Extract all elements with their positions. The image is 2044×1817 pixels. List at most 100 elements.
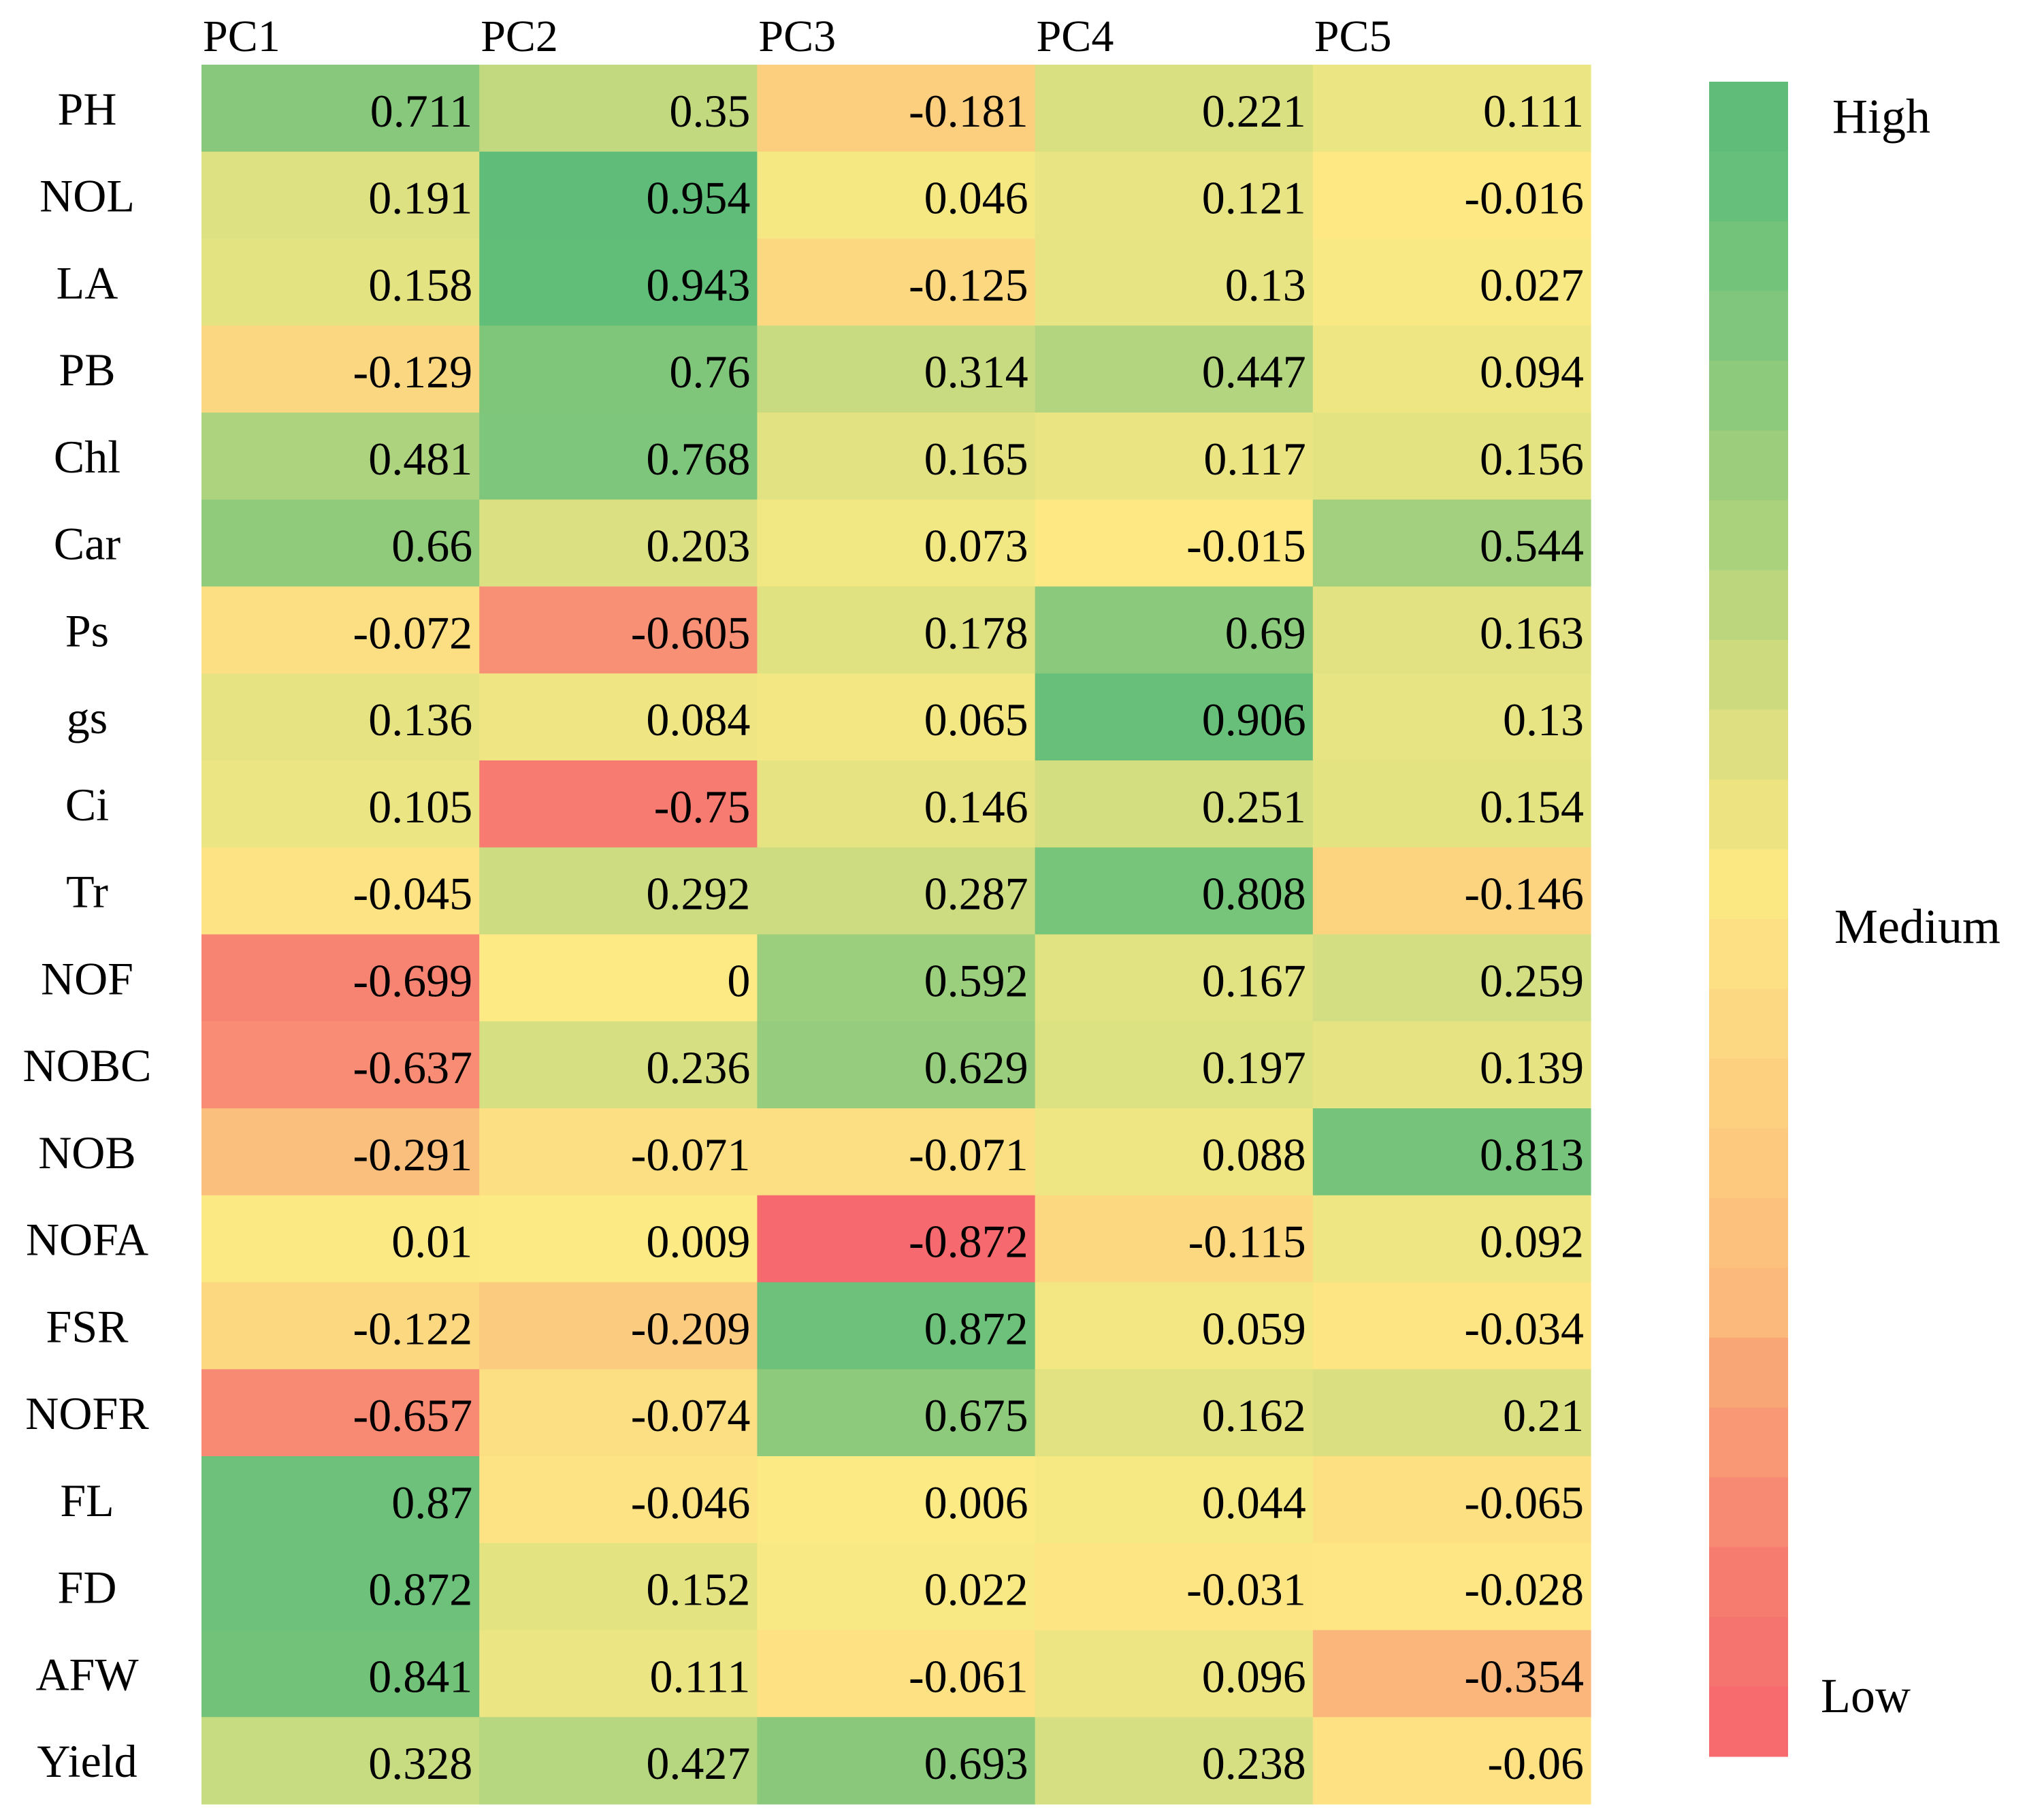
- row-label-chl: Chl: [54, 431, 120, 483]
- cell-chl-pc4: [1035, 413, 1314, 500]
- cell-afw-pc3: [757, 1630, 1036, 1718]
- value-label-nob-pc2: -0.071: [631, 1129, 751, 1180]
- cell-nol-pc1: [201, 151, 480, 240]
- cell-yield-pc4: [1035, 1717, 1314, 1805]
- cell-fd-pc5: [1312, 1543, 1591, 1631]
- cell-ci-pc3: [757, 760, 1036, 848]
- cell-nofr-pc5: [1312, 1369, 1591, 1457]
- column-labels: PC1 PC2 PC3 PC4 PC5: [203, 12, 1392, 61]
- value-label-car-pc2: 0.203: [646, 520, 750, 572]
- value-label-tr-pc1: -0.045: [353, 868, 473, 920]
- value-label-nol-pc4: 0.121: [1202, 172, 1306, 224]
- cell-chl-pc2: [479, 413, 758, 500]
- value-label-pb-pc2: 0.76: [669, 346, 750, 398]
- cell-car-pc1: [201, 499, 480, 588]
- value-label-nofa-pc3: -0.872: [909, 1216, 1028, 1268]
- cell-nobc-pc3: [757, 1021, 1036, 1109]
- value-label-fsr-pc2: -0.209: [631, 1302, 751, 1354]
- value-label-afw-pc5: -0.354: [1464, 1650, 1584, 1702]
- cell-tr-pc2: [479, 847, 758, 935]
- value-label-tr-pc3: 0.287: [924, 868, 1028, 920]
- value-label-fd-pc1: 0.872: [368, 1564, 472, 1615]
- value-label-nofr-pc3: 0.675: [924, 1389, 1028, 1441]
- value-label-ci-pc4: 0.251: [1202, 781, 1306, 833]
- value-label-nol-pc1: 0.191: [368, 172, 472, 224]
- cell-fd-pc4: [1035, 1543, 1314, 1631]
- row-label-ps: Ps: [65, 605, 109, 656]
- cell-car-pc4: [1035, 499, 1314, 588]
- column-label-pc2: PC2: [481, 12, 558, 61]
- cell-car-pc3: [757, 499, 1036, 588]
- value-label-nofr-pc4: 0.162: [1202, 1389, 1306, 1441]
- value-label-pb-pc1: -0.129: [353, 346, 473, 398]
- cell-la-pc3: [757, 238, 1036, 326]
- value-label-chl-pc1: 0.481: [368, 433, 472, 485]
- value-label-car-pc5: 0.544: [1480, 520, 1584, 572]
- cell-pb-pc5: [1312, 325, 1591, 413]
- value-label-fl-pc5: -0.065: [1464, 1477, 1584, 1528]
- value-label-pb-pc4: 0.447: [1202, 346, 1306, 398]
- value-label-gs-pc1: 0.136: [368, 694, 472, 745]
- cell-afw-pc4: [1035, 1630, 1314, 1718]
- value-label-nol-pc2: 0.954: [646, 172, 750, 224]
- value-label-nofa-pc1: 0.01: [391, 1216, 472, 1268]
- cell-la-pc5: [1312, 238, 1591, 326]
- value-label-tr-pc4: 0.808: [1202, 868, 1306, 920]
- cell-pb-pc4: [1035, 325, 1314, 413]
- value-label-fd-pc5: -0.028: [1464, 1564, 1584, 1615]
- colorbar-band: [1709, 1477, 1788, 1548]
- column-label-pc5: PC5: [1314, 12, 1392, 61]
- value-label-nofa-pc5: 0.092: [1480, 1216, 1584, 1268]
- value-label-ps-pc1: -0.072: [353, 607, 473, 658]
- cell-nol-pc3: [757, 151, 1036, 240]
- value-label-yield-pc3: 0.693: [924, 1737, 1028, 1789]
- cell-fsr-pc3: [757, 1282, 1036, 1370]
- cell-fl-pc2: [479, 1456, 758, 1544]
- value-label-ps-pc2: -0.605: [631, 607, 751, 658]
- value-label-chl-pc3: 0.165: [924, 433, 1028, 485]
- value-label-nof-pc4: 0.167: [1202, 954, 1306, 1006]
- cell-ph-pc5: [1312, 65, 1591, 152]
- value-label-nob-pc3: -0.071: [909, 1129, 1028, 1180]
- row-label-nof: NOF: [41, 952, 133, 1004]
- value-label-pb-pc3: 0.314: [924, 346, 1028, 398]
- value-label-la-pc5: 0.027: [1480, 259, 1584, 310]
- value-label-nob-pc1: -0.291: [353, 1129, 473, 1180]
- cell-ps-pc4: [1035, 586, 1314, 674]
- colorbar-band: [1709, 1686, 1788, 1757]
- colorbar-band: [1709, 1059, 1788, 1129]
- cell-yield-pc5: [1312, 1717, 1591, 1805]
- cell-nob-pc5: [1312, 1108, 1591, 1196]
- colorbar-high-label: High: [1832, 89, 1930, 144]
- colorbar-band: [1709, 1338, 1788, 1409]
- cell-afw-pc2: [479, 1630, 758, 1718]
- colorbar-medium-label: Medium: [1834, 899, 2000, 954]
- cell-car-pc5: [1312, 499, 1591, 588]
- colorbar-band: [1709, 1128, 1788, 1199]
- cell-nof-pc4: [1035, 934, 1314, 1022]
- cell-nofr-pc2: [479, 1369, 758, 1457]
- value-label-ph-pc2: 0.35: [669, 85, 750, 137]
- value-label-nobc-pc1: -0.637: [353, 1042, 473, 1093]
- colorbar-band: [1709, 1268, 1788, 1338]
- cell-ci-pc2: [479, 760, 758, 848]
- value-label-chl-pc5: 0.156: [1480, 433, 1584, 485]
- value-label-fsr-pc3: 0.872: [924, 1302, 1028, 1354]
- colorbar-band: [1709, 221, 1788, 292]
- value-label-nof-pc1: -0.699: [353, 954, 473, 1006]
- cell-fl-pc5: [1312, 1456, 1591, 1544]
- value-label-chl-pc4: 0.117: [1203, 433, 1305, 485]
- cell-nofa-pc3: [757, 1195, 1036, 1283]
- cell-ci-pc1: [201, 760, 480, 848]
- cell-chl-pc3: [757, 413, 1036, 500]
- cell-tr-pc4: [1035, 847, 1314, 935]
- cell-nobc-pc1: [201, 1021, 480, 1109]
- value-label-ph-pc1: 0.711: [370, 85, 472, 137]
- value-label-afw-pc3: -0.061: [909, 1650, 1028, 1702]
- value-label-nof-pc5: 0.259: [1480, 954, 1584, 1006]
- cell-ps-pc2: [479, 586, 758, 674]
- cell-yield-pc2: [479, 1717, 758, 1805]
- value-label-ci-pc3: 0.146: [924, 781, 1028, 833]
- row-label-la: LA: [56, 257, 118, 308]
- row-label-yield: Yield: [37, 1735, 137, 1787]
